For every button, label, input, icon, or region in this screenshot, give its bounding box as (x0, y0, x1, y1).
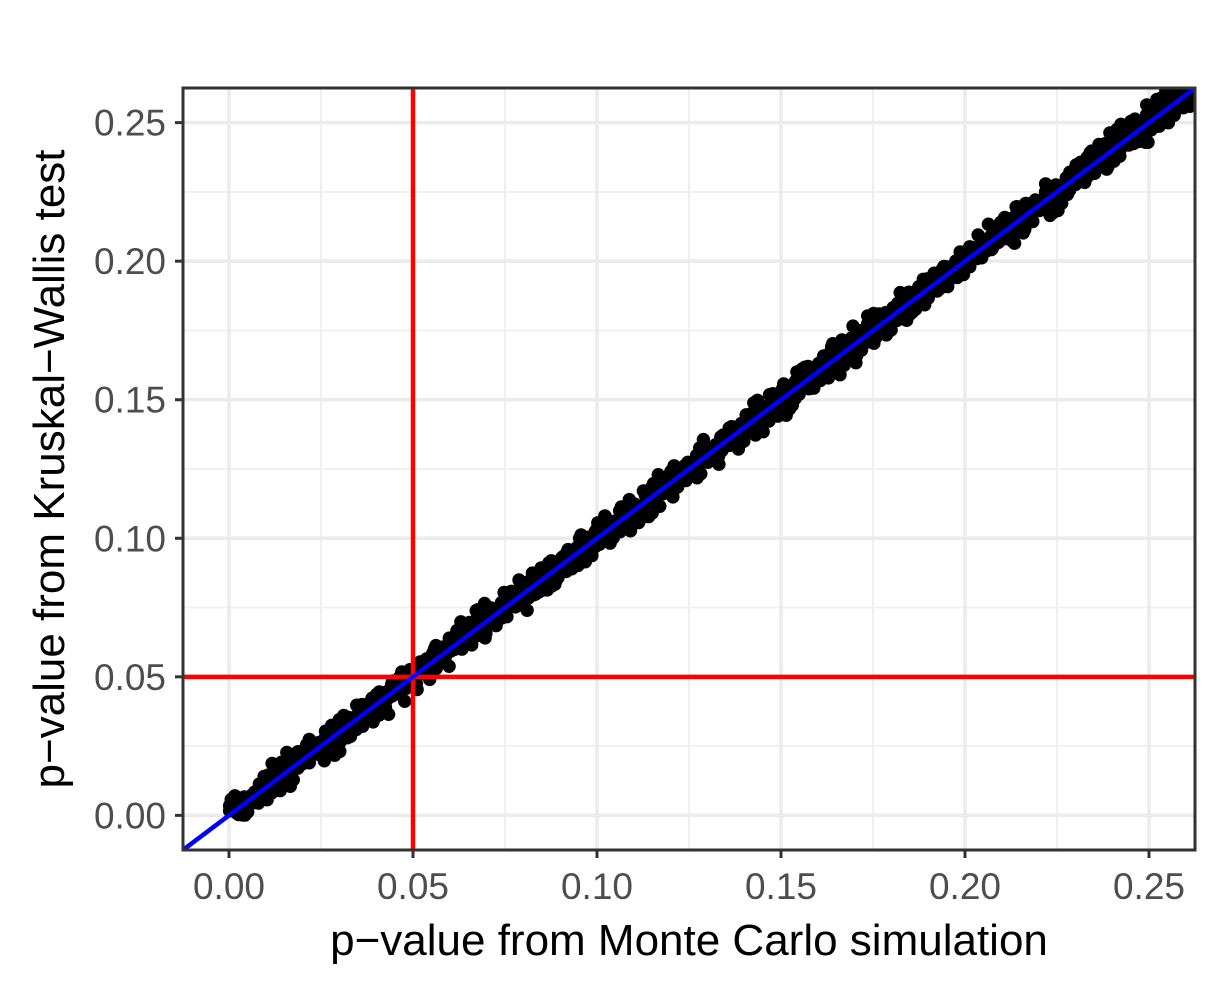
x-tick-label: 0.25 (1113, 866, 1185, 907)
y-axis-title: p−value from Kruskal−Wallis test (25, 149, 74, 788)
panel-border (181, 86, 1197, 852)
x-tick-label: 0.20 (929, 866, 1001, 907)
y-tick-label: 0.00 (94, 795, 166, 836)
y-tick-label: 0.25 (94, 103, 166, 144)
x-tick-label: 0.00 (193, 866, 265, 907)
x-axis-ticks: 0.00 0.05 0.10 0.15 0.20 0.25 (193, 850, 1185, 907)
x-axis-title: p−value from Monte Carlo simulation (330, 916, 1048, 965)
y-tick-label: 0.05 (94, 657, 166, 698)
identity-line (183, 88, 1195, 850)
y-tick-label: 0.15 (94, 380, 166, 421)
x-tick-label: 0.10 (561, 866, 633, 907)
significance-threshold-lines (183, 88, 1195, 850)
y-tick-label: 0.10 (94, 518, 166, 559)
y-axis-ticks: 0.00 0.05 0.10 0.15 0.20 0.25 (94, 103, 183, 836)
x-tick-label: 0.15 (745, 866, 817, 907)
y-tick-label: 0.20 (94, 241, 166, 282)
x-tick-label: 0.05 (377, 866, 449, 907)
